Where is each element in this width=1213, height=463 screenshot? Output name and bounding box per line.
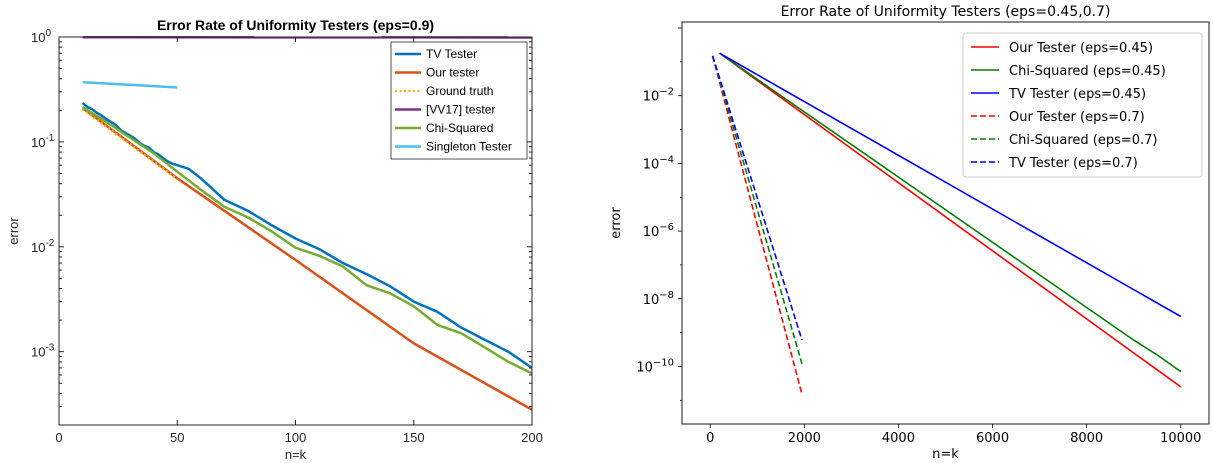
y-tick-label: 100 — [31, 28, 51, 45]
legend-label-singleton-tester: Singleton Tester — [426, 140, 512, 154]
legend-label-our-tester: Our tester — [426, 66, 479, 80]
legend-label-our-tester-eps-0-45: Our Tester (eps=0.45) — [1009, 41, 1153, 56]
x-tick-label: 100 — [285, 430, 307, 445]
y-tick-mantissa: 10 — [643, 90, 660, 105]
legend-box — [962, 32, 1203, 178]
y-tick-mantissa: 10 — [643, 225, 660, 240]
y-tick-label: 10−10 — [636, 357, 674, 375]
x-tick-label: 6000 — [976, 431, 1009, 446]
y-tick-label: 10−8 — [643, 290, 674, 308]
series-line-our-tester-eps-0-45 — [719, 52, 1182, 388]
series-line-tv-tester-eps-0-45 — [719, 52, 1182, 318]
y-tick-exponent: −10 — [653, 357, 674, 368]
y-tick-mantissa: 10 — [31, 30, 45, 45]
y-tick-label: 10−6 — [643, 222, 674, 240]
legend-label-our-tester-eps-0-7: Our Tester (eps=0.7) — [1009, 110, 1145, 125]
legend-label-tv-tester-eps-0-7: TV Tester (eps=0.7) — [1008, 156, 1138, 171]
legend-label-ground-truth: Ground truth — [426, 84, 493, 98]
chart-eps-0-9: Error Rate of Uniformity Testers (eps=0.… — [6, 17, 543, 462]
y-axis-label: error — [6, 217, 21, 245]
series-line-chi-squared — [82, 105, 533, 375]
x-tick-label: 0 — [706, 431, 714, 446]
y-tick-mantissa: 10 — [31, 240, 45, 255]
x-tick-label: 0 — [55, 430, 62, 445]
series-line-chi-squared-eps-0-45 — [719, 52, 1182, 373]
y-tick-label: 10−4 — [643, 154, 674, 172]
chart-eps-0-45-0-7: Error Rate of Uniformity Testers (eps=0.… — [609, 4, 1210, 462]
y-tick-exponent: -3 — [45, 343, 54, 354]
series-line-ground-truth — [81, 108, 179, 181]
series-line-tv-tester — [81, 102, 533, 369]
x-tick-label: 8000 — [1070, 431, 1103, 446]
legend-label-tv-tester: TV Tester — [426, 47, 477, 61]
legend-label-tv-tester-eps-0-45: TV Tester (eps=0.45) — [1008, 87, 1146, 102]
y-tick-label: 10-3 — [31, 343, 55, 360]
y-tick-exponent: −4 — [659, 154, 674, 165]
x-tick-label: 10000 — [1160, 431, 1201, 446]
series-line-chi-squared-eps-0-7 — [711, 55, 803, 365]
y-tick-label: 10-1 — [31, 133, 55, 150]
chart-title: Error Rate of Uniformity Testers (eps=0.… — [781, 4, 1111, 20]
x-tick-label: 50 — [170, 430, 184, 445]
legend-label-chi-squared-eps-0-7: Chi-Squared (eps=0.7) — [1009, 133, 1158, 148]
x-tick-label: 4000 — [882, 431, 915, 446]
y-tick-exponent: −8 — [659, 290, 674, 301]
x-tick-label: 200 — [521, 430, 543, 445]
series-line-our-tester-eps-0-7 — [711, 55, 803, 395]
y-tick-mantissa: 10 — [636, 360, 653, 375]
x-axis-label: n=k — [285, 447, 307, 462]
y-tick-exponent: -2 — [45, 238, 54, 249]
legend-box — [390, 41, 528, 160]
y-tick-label: 10-2 — [31, 238, 55, 255]
plot-area-box — [681, 21, 1210, 425]
x-axis-label: n=k — [932, 447, 959, 462]
y-tick-mantissa: 10 — [643, 293, 660, 308]
y-tick-mantissa: 10 — [31, 135, 45, 150]
y-tick-exponent: −6 — [659, 222, 674, 233]
y-tick-exponent: -1 — [45, 133, 54, 144]
series-line-tv-tester-eps-0-7 — [711, 55, 803, 341]
legend-label-chi-squared: Chi-Squared — [426, 121, 493, 135]
legend-label-vv17-tester: [VV17] tester — [426, 103, 495, 117]
y-tick-mantissa: 10 — [643, 157, 660, 172]
y-tick-exponent: 0 — [45, 28, 51, 39]
x-tick-label: 150 — [403, 430, 425, 445]
series-line-singleton-tester — [82, 81, 178, 89]
legend-label-chi-squared-eps-0-45: Chi-Squared (eps=0.45) — [1009, 64, 1166, 79]
x-tick-label: 2000 — [788, 431, 821, 446]
y-tick-exponent: −2 — [659, 87, 674, 98]
y-tick-label: 10−2 — [643, 87, 674, 105]
y-tick-mantissa: 10 — [31, 345, 45, 360]
chart-title: Error Rate of Uniformity Testers (eps=0.… — [157, 17, 434, 33]
y-axis-label: error — [609, 207, 624, 239]
